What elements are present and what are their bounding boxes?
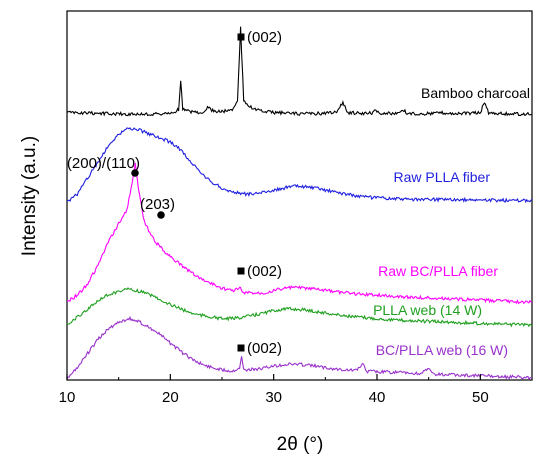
peak-marker-circle (131, 169, 139, 177)
peak-label: (002) (247, 29, 282, 46)
x-axis-ticks: 10 20 30 40 50 (59, 374, 489, 406)
peak-label: (203) (140, 196, 175, 213)
peak-marker-square (237, 344, 245, 352)
x-axis-title: 2θ (°) (277, 434, 324, 455)
x-tick-label: 40 (369, 389, 386, 406)
series-label-bamboo-charcoal: Bamboo charcoal (421, 85, 530, 101)
plot-frame (66, 10, 533, 381)
x-tick-label: 50 (472, 389, 489, 406)
x-tick-label: 10 (59, 389, 76, 406)
series-layer (66, 26, 533, 381)
series-line-raw-bc-plla-fiber (66, 162, 532, 305)
series-line-plla-web-14-w (66, 287, 533, 328)
series-label-bc-plla-web-16-w: BC/PLLA web (16 W) (376, 342, 508, 358)
x-tick-label: 30 (265, 389, 282, 406)
series-line-bc-plla-web-16-w (66, 315, 533, 381)
series-label-raw-bc-plla-fiber: Raw BC/PLLA fiber (378, 263, 498, 279)
peak-label: (200)/(110) (67, 155, 140, 172)
peak-marker-circle (157, 211, 165, 219)
series-labels: Bamboo charcoal Raw PLLA fiber Raw BC/PLLA… (373, 85, 530, 358)
peak-marker-square (237, 267, 245, 275)
peak-label: (002) (247, 340, 282, 357)
series-label-plla-web-14-w: PLLA web (14 W) (373, 302, 482, 318)
x-tick-label: 20 (162, 389, 179, 406)
peak-marker-square (237, 33, 245, 41)
series-label-raw-plla-fiber: Raw PLLA fiber (394, 169, 491, 185)
series-line-raw-plla-fiber (66, 127, 533, 204)
y-axis-title: Intensity (a.u.) (19, 136, 40, 256)
peak-label: (002) (247, 263, 282, 280)
peak-annotations: (002) (200)/(110) (203) (002) (002) (67, 29, 282, 357)
series-line-bamboo-charcoal (66, 26, 533, 117)
